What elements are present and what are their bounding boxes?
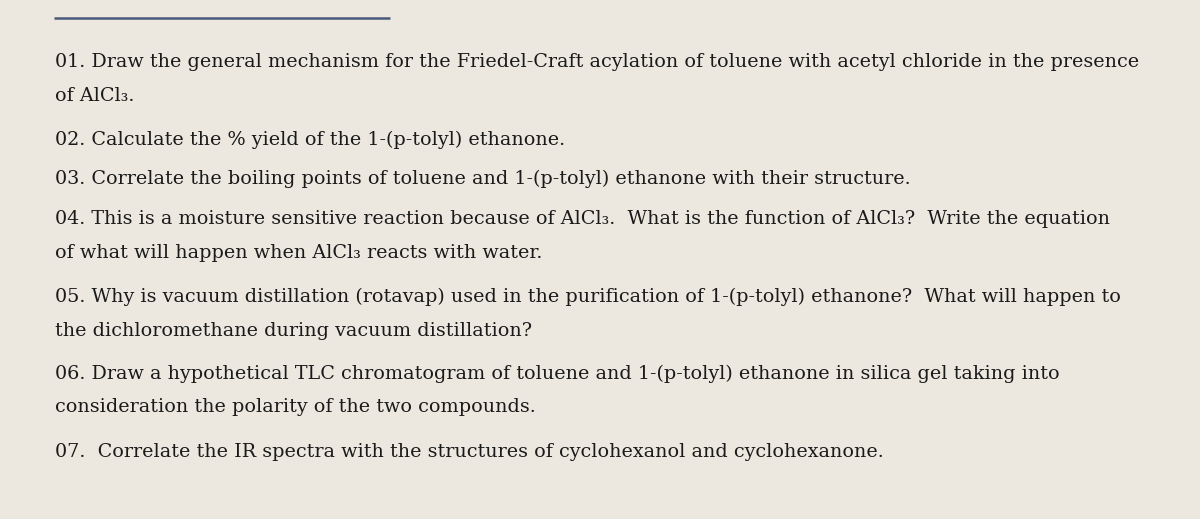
Text: 07.  Correlate the IR spectra with the structures of cyclohexanol and cyclohexan: 07. Correlate the IR spectra with the st… [55,443,884,460]
Text: of what will happen when AlCl₃ reacts with water.: of what will happen when AlCl₃ reacts wi… [55,244,542,262]
Text: 06. Draw a hypothetical TLC chromatogram of toluene and 1-(p-tolyl) ethanone in : 06. Draw a hypothetical TLC chromatogram… [55,364,1060,383]
Text: 03. Correlate the boiling points of toluene and 1-(p-tolyl) ethanone with their : 03. Correlate the boiling points of tolu… [55,170,911,188]
Text: consideration the polarity of the two compounds.: consideration the polarity of the two co… [55,399,536,416]
Text: of AlCl₃.: of AlCl₃. [55,87,134,105]
Text: 05. Why is vacuum distillation (rotavap) used in the purification of 1-(p-tolyl): 05. Why is vacuum distillation (rotavap)… [55,288,1121,306]
Text: 01. Draw the general mechanism for the Friedel-Craft acylation of toluene with a: 01. Draw the general mechanism for the F… [55,53,1139,71]
Text: 02. Calculate the % yield of the 1-(p-tolyl) ethanone.: 02. Calculate the % yield of the 1-(p-to… [55,131,565,149]
Text: 04. This is a moisture sensitive reaction because of AlCl₃.  What is the functio: 04. This is a moisture sensitive reactio… [55,210,1110,228]
Text: the dichloromethane during vacuum distillation?: the dichloromethane during vacuum distil… [55,322,533,339]
